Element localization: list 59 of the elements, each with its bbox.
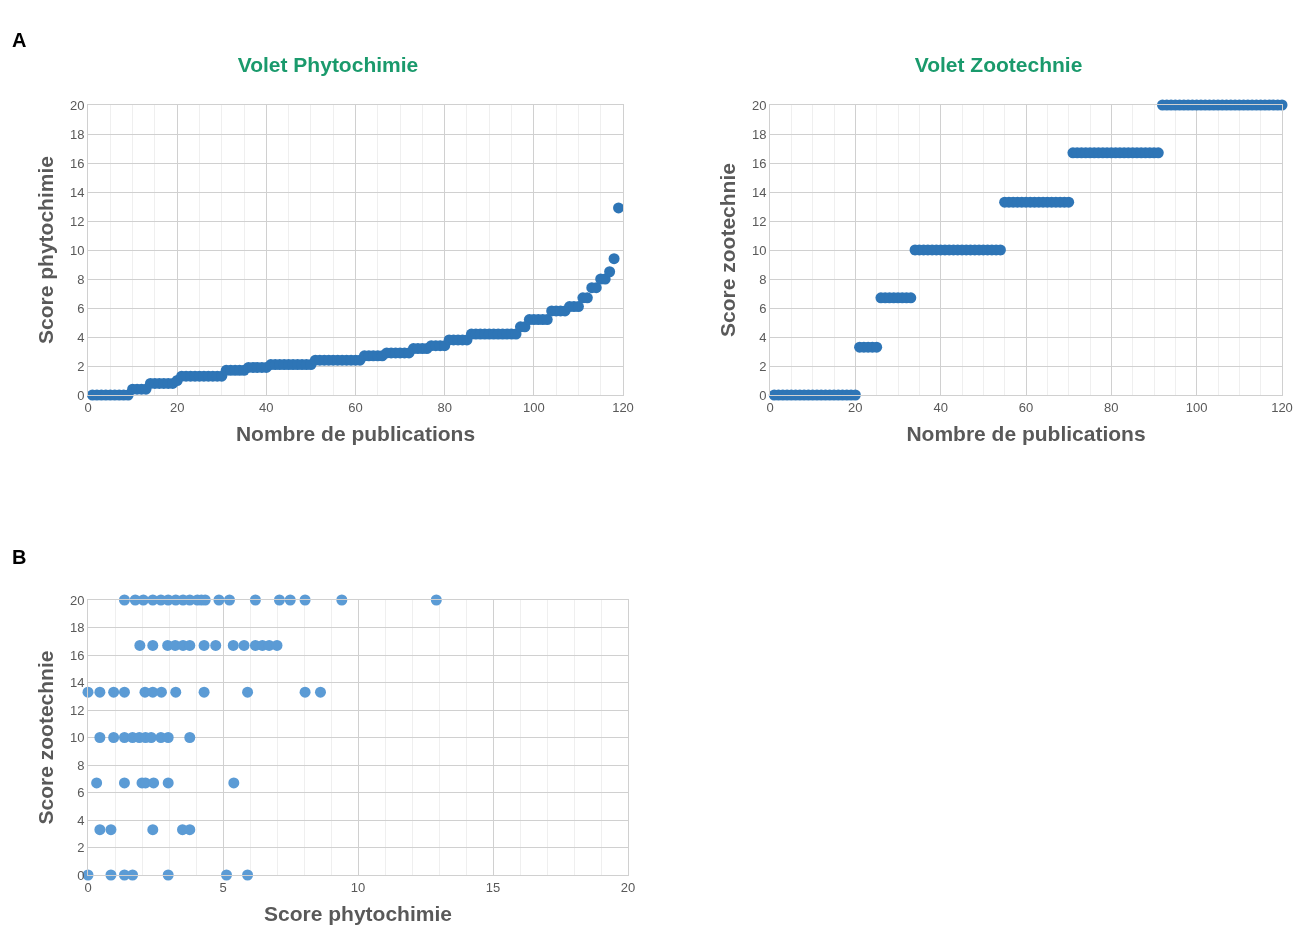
y-tick-label: 10 — [751, 242, 767, 258]
y-tick-label: 10 — [69, 730, 85, 746]
x-tick-label: 10 — [350, 879, 366, 895]
y-tick-label: 6 — [77, 785, 85, 801]
y-tick-label: 8 — [77, 271, 85, 287]
y-tick-label: 18 — [751, 126, 767, 142]
x-axis-title: Nombre de publications — [906, 421, 1146, 445]
y-tick-label: 16 — [751, 155, 767, 171]
y-tick-label: 20 — [751, 97, 767, 113]
y-tick-label: 18 — [69, 126, 85, 142]
y-tick-label: 8 — [77, 757, 85, 773]
y-tick-label: 0 — [77, 387, 85, 403]
y-tick-label: 10 — [69, 242, 85, 258]
y-tick-label: 4 — [77, 812, 85, 828]
x-tick-label: 100 — [1185, 399, 1208, 415]
y-tick-label: 14 — [69, 184, 85, 200]
x-tick-label: 15 — [485, 879, 501, 895]
x-tick-label: 80 — [437, 399, 452, 415]
y-tick-label: 6 — [759, 300, 767, 316]
y-axis-title: Score zootechnie — [716, 163, 740, 337]
y-tick-label: 12 — [751, 213, 767, 229]
y-tick-label: 8 — [759, 271, 767, 287]
x-tick-label: 100 — [522, 399, 545, 415]
x-tick-label: 20 — [620, 879, 636, 895]
x-tick-label: 60 — [348, 399, 363, 415]
x-tick-label: 40 — [933, 399, 948, 415]
chart-title: Volet Zootechnie — [914, 52, 1083, 76]
x-tick-label: 40 — [259, 399, 274, 415]
y-tick-label: 16 — [69, 155, 85, 171]
x-tick-label: 80 — [1104, 399, 1119, 415]
x-tick-label: 5 — [219, 879, 227, 895]
y-tick-label: 20 — [69, 97, 85, 113]
x-axis-title: Score phytochimie — [264, 901, 452, 925]
x-tick-label: 120 — [1271, 399, 1293, 415]
y-tick-label: 2 — [77, 840, 85, 856]
x-tick-label: 20 — [169, 399, 185, 415]
x-axis-title: Nombre de publications — [235, 421, 476, 445]
y-tick-label: 20 — [69, 592, 85, 608]
y-axis-title: Score zootechnie — [34, 650, 58, 825]
x-tick-label: 60 — [1018, 399, 1034, 415]
y-tick-label: 4 — [759, 329, 767, 345]
text: B — [12, 546, 27, 568]
y-tick-label: 2 — [759, 358, 767, 374]
y-tick-label: 0 — [77, 867, 85, 883]
y-tick-label: 16 — [69, 647, 85, 663]
y-tick-label: 14 — [751, 184, 767, 200]
y-tick-label: 4 — [77, 329, 85, 345]
x-tick-label: 120 — [612, 399, 634, 415]
y-tick-label: 2 — [77, 358, 85, 374]
y-tick-label: 18 — [69, 620, 85, 636]
y-tick-label: 12 — [69, 702, 85, 718]
chart-title: Volet Phytochimie — [237, 52, 419, 76]
text: A — [12, 29, 27, 51]
y-axis-title: Score phytochimie — [34, 156, 58, 344]
y-tick-label: 0 — [759, 387, 767, 403]
y-tick-label: 6 — [77, 300, 85, 316]
y-tick-label: 12 — [69, 213, 85, 229]
y-tick-label: 14 — [69, 675, 85, 691]
x-tick-label: 20 — [848, 399, 863, 415]
